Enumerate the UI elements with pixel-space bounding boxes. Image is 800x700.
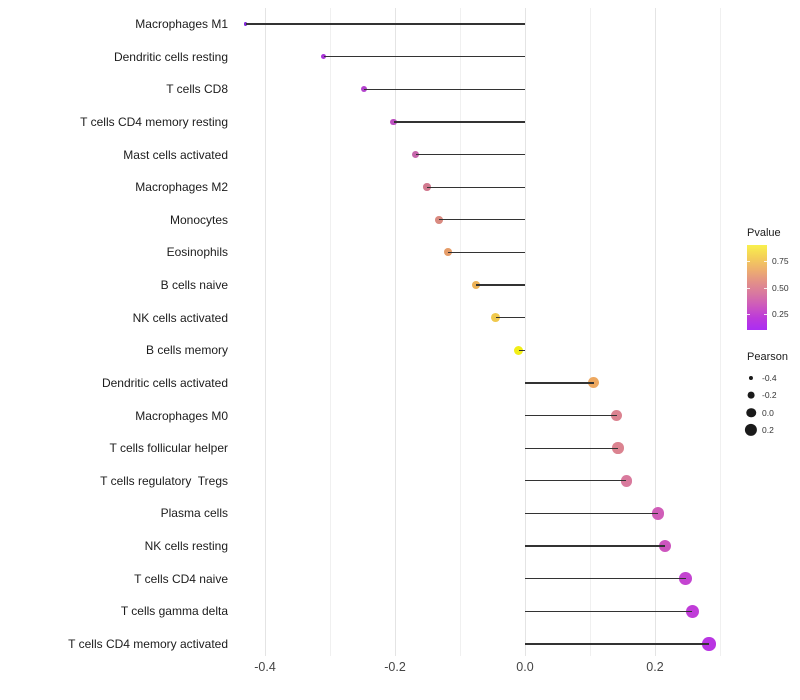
data-point [412, 150, 420, 159]
pearson-legend-item: -0.2 [742, 386, 800, 404]
pearson-legend-title: Pearson [747, 351, 788, 363]
data-point [472, 280, 481, 290]
legend-size-label: 0.0 [762, 407, 774, 418]
lollipop-stem [525, 512, 659, 515]
gridline-major [655, 8, 656, 656]
colorbar-tickmark [747, 313, 750, 315]
category-label: Monocytes [169, 212, 228, 227]
lollipop-stem [525, 610, 693, 612]
lollipop-stem [415, 153, 525, 156]
data-point [320, 53, 327, 60]
lollipop-stem [525, 480, 627, 482]
lollipop-stem [525, 578, 686, 580]
category-label: Macrophages M1 [135, 17, 228, 31]
category-label: T cells regulatory Tregs [100, 473, 228, 488]
legend-size-label: -0.2 [762, 390, 777, 401]
pearson-legend-item: -0.4 [742, 369, 800, 387]
colorbar-tickmark [764, 261, 767, 263]
category-label: Mast cells activated [123, 147, 228, 162]
data-point [702, 637, 716, 651]
colorbar-tickmark [747, 261, 750, 263]
gridline-major [525, 8, 526, 656]
pvalue-colorbar [747, 245, 767, 330]
data-point [360, 86, 367, 93]
gridline-minor [460, 8, 461, 656]
category-label: T cells gamma delta [120, 604, 228, 619]
lollipop-stem [525, 643, 709, 645]
legend-size-label: 0.2 [762, 424, 774, 435]
colorbar-tick-label: 0.75 [772, 255, 789, 266]
lollipop-stem [363, 88, 525, 90]
lollipop-stem [476, 284, 525, 286]
colorbar-tick-label: 0.25 [772, 308, 789, 319]
gridline-minor [720, 8, 721, 656]
lollipop-stem [525, 382, 594, 384]
category-label: Macrophages M2 [135, 180, 228, 195]
category-label: NK cells activated [132, 310, 228, 325]
category-label: Plasma cells [160, 506, 228, 521]
colorbar-tickmark [764, 313, 767, 315]
legend-size-dot [744, 423, 758, 436]
x-tick-label: -0.2 [384, 660, 406, 674]
data-point [423, 183, 431, 191]
colorbar-tickmark [747, 287, 750, 289]
legend-size-dot [746, 407, 756, 418]
gridline-major [265, 8, 266, 656]
lollipop-stem [323, 55, 525, 58]
lollipop-stem [393, 121, 525, 123]
data-point [513, 345, 524, 355]
lollipop-stem [525, 414, 617, 417]
gridline-minor [590, 8, 591, 656]
lollipop-stem [439, 219, 525, 221]
pearson-legend-item: 0.0 [742, 404, 800, 422]
colorbar-tick-label: 0.50 [772, 282, 789, 293]
category-label: T cells CD8 [166, 82, 228, 97]
colorbar-tickmark [764, 287, 767, 289]
data-point [620, 475, 633, 487]
data-point [685, 604, 699, 618]
lollipop-stem [495, 317, 525, 319]
category-label: Dendritic cells activated [101, 375, 228, 390]
lollipop-stem [448, 251, 525, 254]
category-label: Dendritic cells resting [113, 49, 228, 64]
x-tick-label: 0.2 [646, 660, 664, 674]
category-label: B cells memory [145, 343, 228, 358]
data-point [612, 442, 624, 454]
category-label: Eosinophils [166, 245, 228, 260]
category-label: T cells CD4 memory activated [68, 636, 228, 651]
category-label: T cells CD4 naive [134, 571, 228, 586]
lollipop-stem [525, 545, 665, 547]
lollipop-stem [245, 23, 525, 25]
category-label: Macrophages M0 [135, 408, 228, 423]
category-label: T cells CD4 memory resting [80, 114, 228, 129]
legend-size-dot [748, 375, 754, 381]
lollipop-stem [518, 349, 525, 351]
x-tick-label: -0.4 [254, 660, 276, 674]
legend-size-label: -0.4 [762, 372, 777, 383]
lollipop-stem [525, 447, 618, 449]
category-label: B cells naive [160, 278, 228, 293]
category-label: NK cells resting [144, 539, 228, 554]
pvalue-legend-title: Pvalue [747, 227, 781, 239]
lollipop-stem [426, 186, 525, 188]
data-point [491, 313, 501, 323]
category-label: T cells follicular helper [109, 441, 229, 456]
x-tick-label: 0.0 [516, 660, 534, 674]
data-point [435, 215, 444, 224]
gridline-minor [330, 8, 331, 656]
pearson-legend-item: 0.2 [742, 421, 800, 439]
legend-size-dot [747, 391, 755, 399]
data-point [243, 22, 248, 26]
gridline-major [395, 8, 396, 656]
